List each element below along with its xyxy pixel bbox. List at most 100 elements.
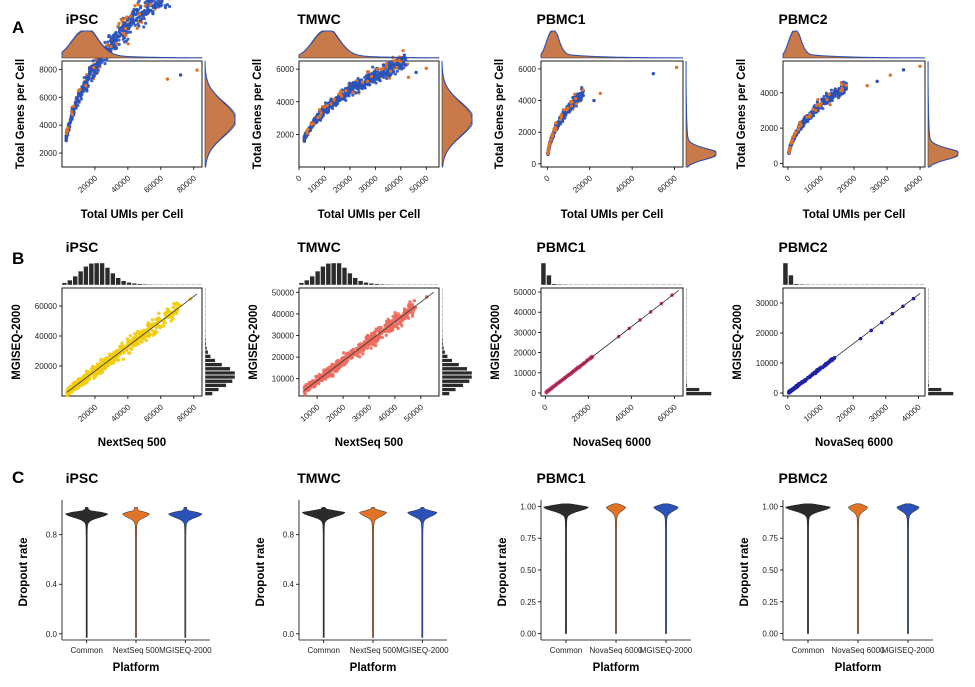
- y-tick-label: 0: [774, 159, 779, 168]
- histogram-bar: [685, 370, 687, 376]
- histogram-bar: [685, 296, 687, 301]
- histogram-bar: [927, 366, 929, 371]
- histogram-bar: [72, 275, 78, 286]
- data-point: [137, 12, 142, 16]
- histogram-bar: [606, 284, 612, 286]
- data-point: [79, 94, 83, 98]
- histogram-bar: [927, 312, 929, 317]
- data-point: [798, 120, 802, 124]
- data-point: [365, 346, 370, 350]
- data-point: [325, 104, 329, 108]
- data-point: [86, 84, 90, 88]
- panel-label-c: C: [12, 468, 24, 487]
- chart-title: iPSC: [66, 470, 99, 486]
- data-point: [395, 322, 400, 326]
- data-point: [789, 141, 793, 145]
- chart-title: iPSC: [66, 239, 99, 255]
- chart-title: PBMC1: [536, 11, 585, 27]
- x-tick-label: 20000: [325, 402, 348, 424]
- data-point: [824, 91, 829, 95]
- histogram-bar: [441, 333, 444, 338]
- data-point: [70, 107, 75, 111]
- data-point: [126, 340, 130, 344]
- histogram-bar: [204, 300, 206, 305]
- histogram-bar: [441, 391, 450, 396]
- data-point: [357, 90, 361, 94]
- data-point: [146, 323, 150, 328]
- y-tick-label: 50000: [514, 288, 537, 297]
- data-point: [832, 91, 836, 95]
- histogram-bar: [352, 277, 358, 286]
- marginal-density-x-line: [540, 30, 683, 59]
- data-point: [317, 108, 322, 112]
- series-orange-top: [546, 88, 585, 156]
- data-point: [133, 23, 137, 27]
- y-tick-label: 8000: [39, 65, 57, 74]
- histogram-bar: [927, 296, 929, 301]
- histogram-bar: [826, 284, 832, 286]
- data-point: [86, 78, 90, 82]
- data-point: [577, 95, 581, 99]
- data-point: [174, 311, 179, 315]
- histogram-bar: [903, 284, 909, 286]
- data-point: [143, 11, 147, 16]
- data-point: [114, 30, 118, 35]
- data-point: [384, 65, 389, 69]
- y-tick-label: 0.8: [283, 531, 295, 540]
- data-point: [322, 371, 326, 375]
- data-point: [334, 96, 339, 100]
- data-point: [93, 374, 98, 379]
- data-point: [370, 80, 374, 84]
- histogram-bar: [633, 284, 639, 286]
- data-point: [135, 8, 139, 12]
- data-point: [399, 63, 403, 67]
- data-point: [579, 97, 583, 101]
- data-point: [119, 344, 124, 348]
- histogram-bar: [568, 284, 574, 286]
- data-point: [123, 26, 128, 31]
- histogram-bar: [147, 284, 154, 286]
- data-point: [369, 346, 373, 350]
- histogram-bar: [685, 312, 687, 317]
- histogram-bar: [927, 354, 929, 359]
- y-tick-label: 4000: [276, 98, 294, 107]
- y-tick-label: 4000: [518, 97, 536, 106]
- data-point: [137, 24, 141, 28]
- x-tick-label: 10000: [802, 173, 825, 195]
- data-point: [385, 76, 389, 81]
- data-point: [573, 97, 578, 101]
- data-point: [118, 31, 122, 35]
- data-point: [547, 147, 551, 151]
- histogram-bar: [441, 287, 443, 292]
- data-point: [408, 300, 412, 304]
- data-point: [375, 74, 380, 79]
- marginal-density-y: [927, 61, 959, 168]
- y-axis-label: Dropout rate: [739, 538, 751, 607]
- data-point: [121, 31, 126, 36]
- histogram-bar: [685, 292, 687, 297]
- histogram-bar: [320, 266, 326, 286]
- histogram-bar: [204, 316, 206, 322]
- histogram-bar: [204, 358, 216, 363]
- x-tick-label: Common: [70, 646, 102, 655]
- data-point: [162, 317, 167, 322]
- data-point: [581, 88, 585, 92]
- data-point: [388, 74, 392, 78]
- histogram-bar: [685, 304, 687, 309]
- histogram-bar: [685, 316, 687, 322]
- histogram-bar: [441, 312, 443, 317]
- data-point: [117, 42, 121, 46]
- data-point: [305, 131, 310, 136]
- data-point: [822, 101, 826, 105]
- data-point: [402, 60, 406, 64]
- data-point: [128, 334, 133, 338]
- x-tick-label: 40000: [109, 173, 132, 195]
- histogram-bar: [204, 329, 206, 334]
- histogram-bar: [395, 284, 401, 286]
- histogram-bar: [927, 321, 929, 326]
- data-point: [814, 108, 818, 112]
- data-point: [384, 333, 388, 337]
- histogram-bar: [655, 284, 661, 286]
- data-point: [334, 102, 338, 106]
- data-point: [562, 108, 566, 112]
